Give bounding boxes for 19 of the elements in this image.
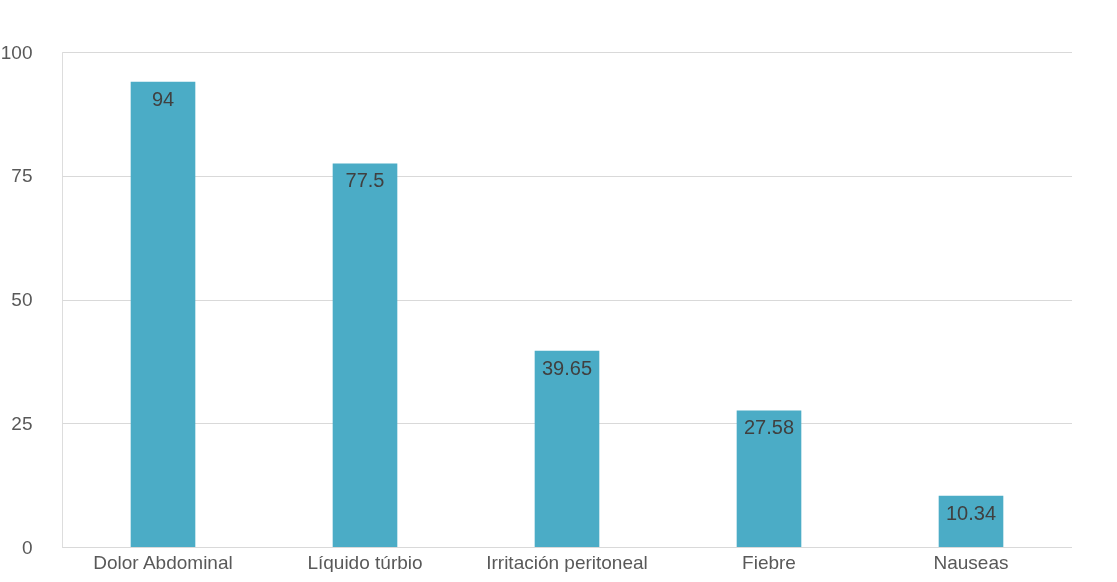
data-label: 27.58 — [743, 416, 795, 439]
x-tick-label: Fiebre — [742, 551, 796, 573]
y-tick-label: 25 — [11, 412, 33, 434]
y-tick-label: 50 — [11, 289, 33, 310]
x-tick-label: Dolor Abdominal — [93, 551, 233, 573]
x-tick-label: Irritación peritoneal — [486, 551, 648, 573]
bar — [534, 350, 600, 547]
bar — [332, 163, 398, 547]
y-tick-label: 0 — [21, 536, 33, 558]
y-tick-label: 75 — [11, 165, 33, 187]
y-tick-label: 100 — [0, 41, 33, 63]
data-label: 94 — [151, 87, 175, 110]
data-label: 39.65 — [541, 356, 593, 379]
data-label: 10.34 — [945, 501, 997, 524]
x-tick-label: Nauseas — [933, 551, 1009, 573]
bar — [130, 81, 196, 547]
bar — [736, 410, 802, 547]
data-label: 77.5 — [345, 169, 385, 192]
x-tick-label: Líquido túrbio — [307, 551, 423, 573]
